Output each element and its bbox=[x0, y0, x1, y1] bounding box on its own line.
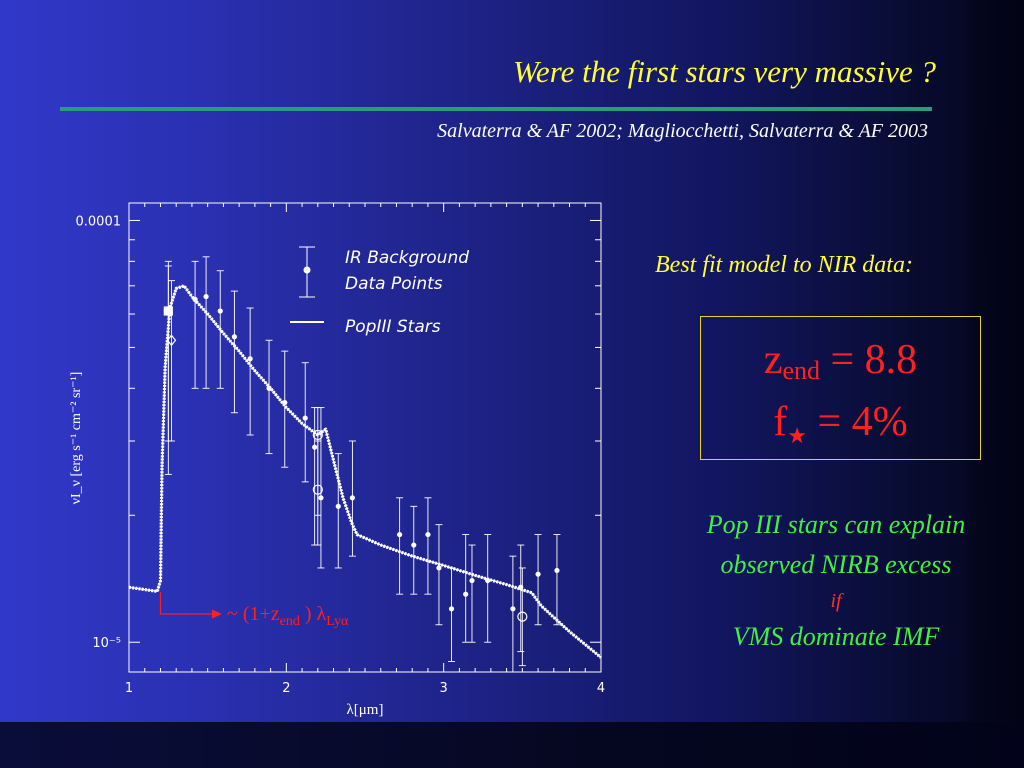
y-tick-label: 0.0001 bbox=[76, 214, 122, 229]
zend-symbol: z bbox=[763, 337, 783, 383]
data-point bbox=[463, 591, 469, 597]
data-point bbox=[485, 577, 491, 584]
x-tick-label: 1 bbox=[125, 681, 133, 696]
popiii-line-core bbox=[128, 285, 602, 658]
annotation-part: ) λ bbox=[300, 603, 327, 625]
data-point bbox=[203, 293, 209, 300]
lyman-alpha-annotation: ~ (1+zend ) λLyα bbox=[159, 592, 349, 629]
x-axis-label: λ[μm] bbox=[347, 702, 384, 718]
best-fit-label: Best fit model to NIR data: bbox=[655, 252, 913, 278]
bottom-band bbox=[0, 722, 1024, 768]
y-tick-label: 10⁻⁵ bbox=[92, 636, 121, 651]
data-point bbox=[436, 565, 442, 571]
star-icon: ★ bbox=[787, 423, 808, 448]
data-point bbox=[448, 606, 455, 612]
data-point bbox=[425, 531, 431, 538]
legend-entry-popiii: PopIII Stars bbox=[345, 317, 441, 337]
data-point bbox=[302, 415, 308, 421]
data-point-diamond bbox=[166, 334, 177, 347]
zend-value: = 8.8 bbox=[830, 337, 918, 383]
right-band bbox=[965, 0, 1024, 722]
data-point bbox=[335, 503, 341, 509]
fit-result-box: zend = 8.8 f★ = 4% bbox=[700, 316, 981, 460]
data-point bbox=[554, 567, 560, 574]
zend-result: zend = 8.8 bbox=[701, 339, 980, 384]
data-point bbox=[192, 296, 198, 302]
zend-sub: end bbox=[782, 356, 820, 385]
arrow-head-icon bbox=[212, 609, 222, 619]
data-point bbox=[469, 577, 475, 584]
x-tick-label: 4 bbox=[597, 681, 605, 696]
x-tick-label: 3 bbox=[440, 681, 448, 696]
legend-point-icon bbox=[303, 266, 311, 274]
note-if: if bbox=[830, 590, 842, 612]
fstar-symbol: f bbox=[773, 399, 788, 445]
axis-ticks: 1 2 3 4 0.0001 10⁻⁵ bbox=[76, 203, 605, 696]
popiii-line-path bbox=[128, 284, 603, 659]
legend-datapoints-line2: Data Points bbox=[345, 274, 443, 294]
data-point bbox=[318, 495, 324, 501]
legend-datapoints-line1: IR Background bbox=[345, 248, 469, 268]
data-point bbox=[411, 542, 417, 548]
legend-entry-datapoints: IR Background Data Points bbox=[345, 248, 474, 294]
note-line2: observed NIRB excess bbox=[720, 550, 952, 579]
data-point bbox=[397, 531, 403, 538]
data-point-open bbox=[312, 484, 323, 495]
popiii-line bbox=[128, 284, 603, 659]
x-tick-label: 2 bbox=[282, 681, 290, 696]
data-point bbox=[349, 495, 356, 501]
data-point bbox=[535, 571, 541, 577]
fstar-value: = 4% bbox=[817, 399, 908, 445]
data-point bbox=[282, 399, 288, 406]
fstar-result: f★ = 4% bbox=[701, 401, 980, 447]
data-point bbox=[247, 356, 253, 362]
data-points bbox=[163, 256, 561, 673]
data-point-square bbox=[163, 306, 173, 316]
annotation-part: Lyα bbox=[326, 614, 349, 629]
data-point-open bbox=[312, 429, 323, 441]
note-line4: VMS dominate IMF bbox=[732, 622, 940, 651]
data-point bbox=[231, 334, 238, 340]
data-point-open bbox=[517, 611, 528, 622]
annotation-part: ~ (1+z bbox=[227, 603, 280, 625]
annotation-part: end bbox=[280, 614, 300, 629]
slide-title: Were the first stars very massive ? bbox=[512, 54, 936, 89]
references: Salvaterra & AF 2002; Magliocchetti, Sal… bbox=[437, 120, 928, 142]
chart-legend: IR Background Data Points PopIII Stars bbox=[290, 246, 474, 337]
annotation-label: ~ (1+zend ) λLyα bbox=[227, 603, 349, 629]
note-line1: Pop III stars can explain bbox=[706, 510, 966, 539]
data-point bbox=[266, 385, 272, 391]
data-point bbox=[312, 444, 318, 450]
data-point bbox=[217, 308, 223, 314]
title-rule bbox=[60, 107, 932, 111]
data-point bbox=[510, 606, 516, 612]
y-axis-label: νI_ν [erg s⁻¹ cm⁻² sr⁻¹] bbox=[69, 372, 84, 505]
